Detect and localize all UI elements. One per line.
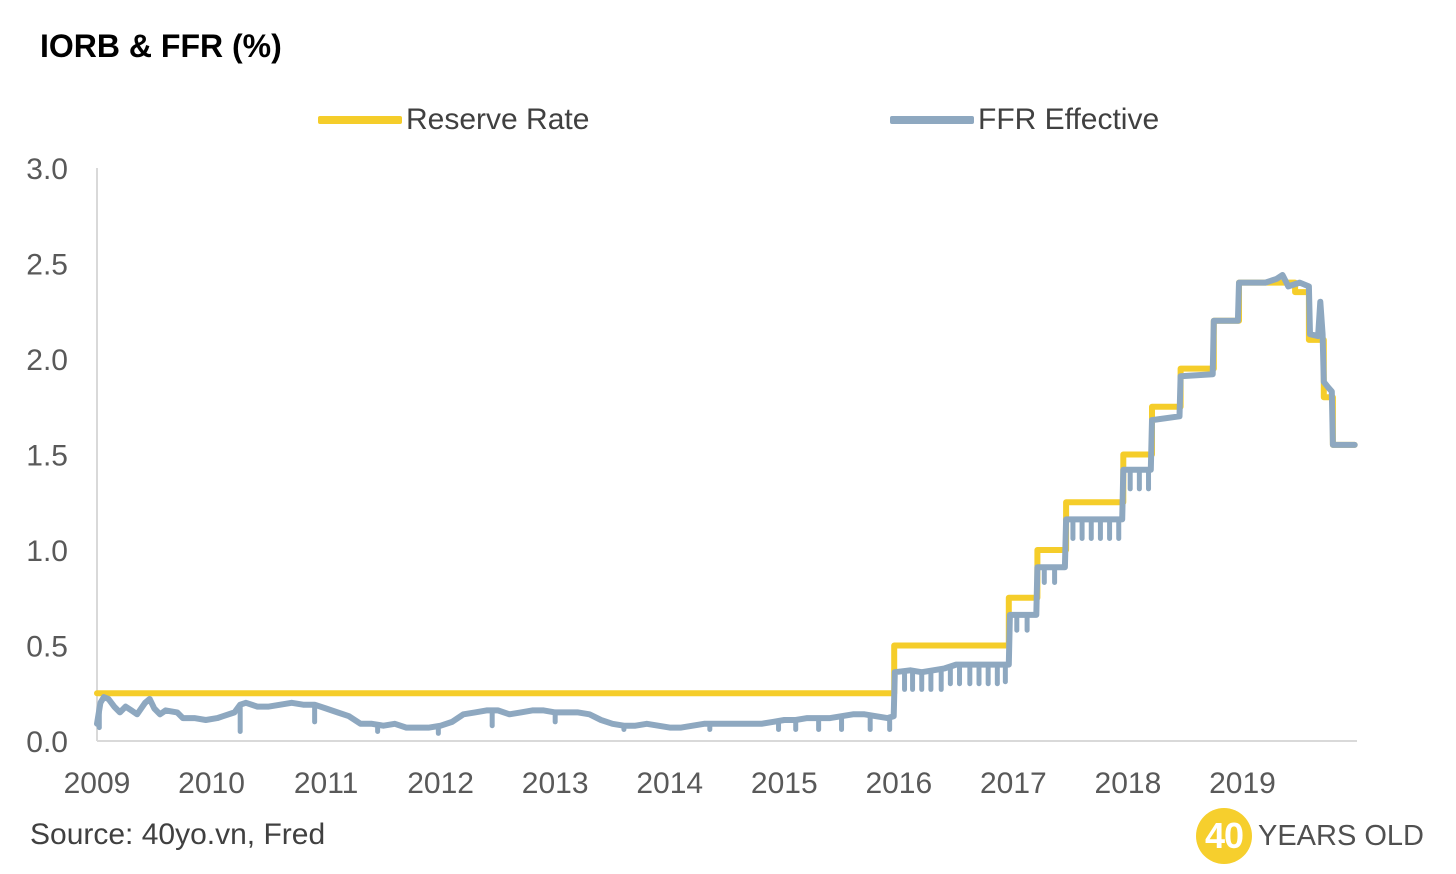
x-tick-label: 2012 (407, 767, 474, 800)
y-tick-label: 0.0 (26, 726, 68, 759)
brand-badge: 40 (1196, 808, 1252, 864)
x-tick-label: 2013 (522, 767, 589, 800)
x-tick-label: 2017 (980, 767, 1047, 800)
legend-item-reserve-rate: Reserve Rate (318, 102, 589, 138)
y-tick-label: 2.5 (26, 249, 68, 282)
y-tick-label: 0.5 (26, 631, 68, 664)
x-tick-label: 2018 (1095, 767, 1162, 800)
series-line-reserve-rate (94, 279, 1358, 697)
legend-swatch-reserve-rate (318, 116, 402, 124)
chart-tick-labels: 0.0 0.5 1.0 1.5 2.0 2.5 3.0 2009 2010 2011 2012 201… (26, 153, 1276, 800)
y-tick-label: 2.0 (26, 344, 68, 377)
x-tick-label: 2009 (64, 767, 131, 800)
x-tick-label: 2015 (751, 767, 818, 800)
x-tick-label: 2016 (865, 767, 932, 800)
chart-title: IORB & FFR (%) (40, 28, 282, 64)
chart-axes (96, 168, 1357, 742)
legend-label-ffr-effective: FFR Effective (978, 103, 1160, 136)
legend-label-reserve-rate: Reserve Rate (406, 103, 590, 136)
brand-logo: 40 YEARS OLD (1196, 806, 1424, 866)
chart-series (94, 272, 1358, 736)
series-line-ffr-effective (94, 272, 1358, 731)
brand-text: YEARS OLD (1258, 819, 1424, 852)
source-note: Source: 40yo.vn, Fred (30, 818, 326, 851)
legend-swatch-ffr-effective (890, 116, 974, 124)
y-tick-label: 1.0 (26, 535, 68, 568)
x-tick-label: 2019 (1209, 767, 1276, 800)
x-tick-label: 2011 (294, 767, 359, 800)
y-tick-label: 1.5 (26, 440, 68, 473)
legend-item-ffr-effective: FFR Effective (890, 102, 1159, 138)
y-tick-label: 3.0 (26, 153, 68, 186)
x-tick-label: 2010 (178, 767, 245, 800)
x-tick-label: 2014 (636, 767, 703, 800)
